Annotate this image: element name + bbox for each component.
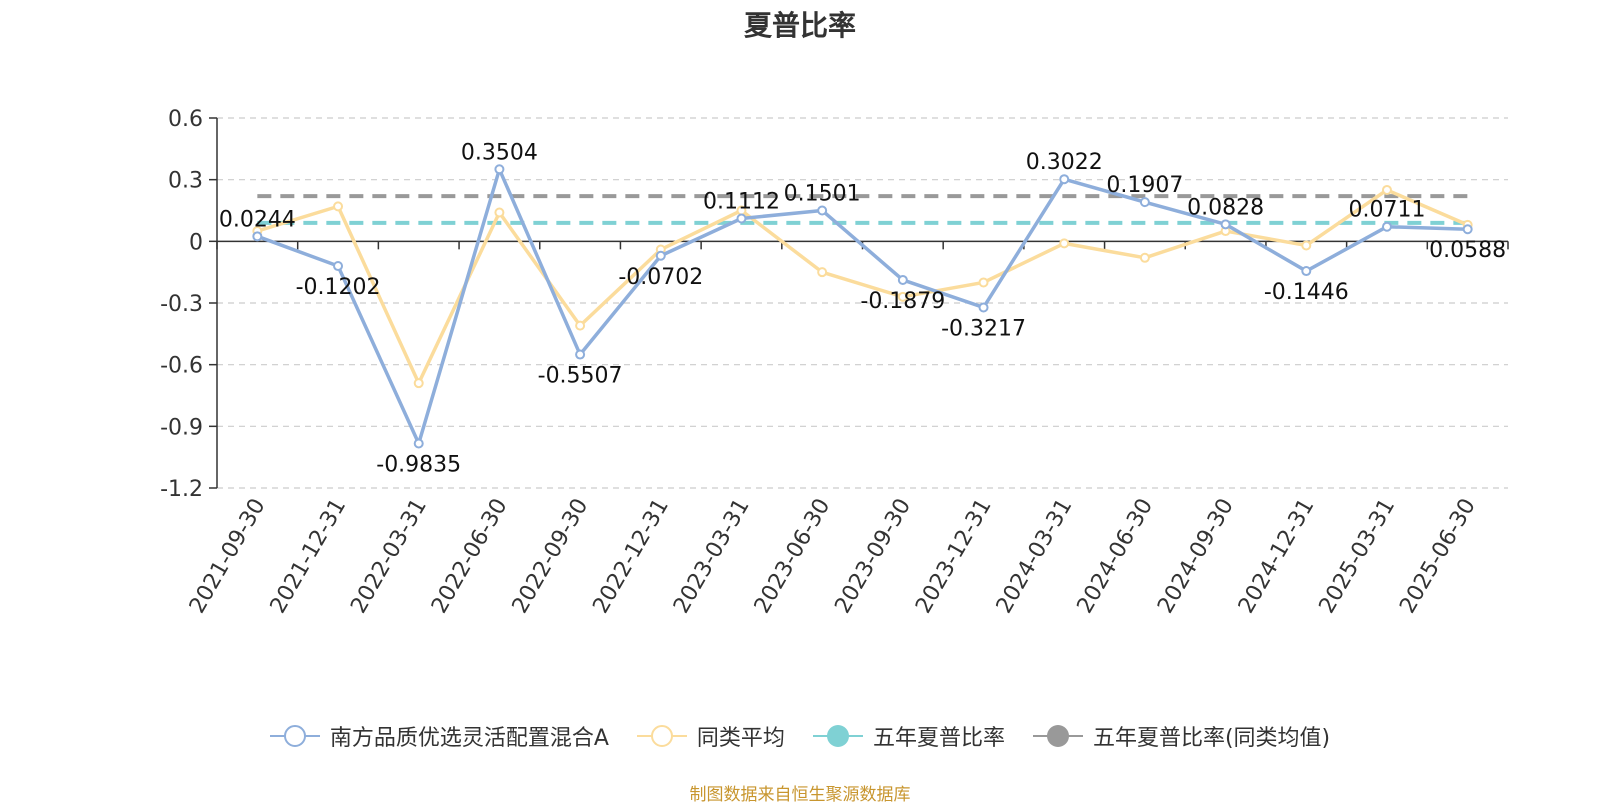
y-tick-label: -0.3 bbox=[160, 292, 203, 317]
fund-data-point bbox=[1462, 224, 1473, 235]
chart-title: 夏普比率 bbox=[743, 9, 856, 42]
legend-item-five-year[interactable]: 五年夏普比率 bbox=[812, 720, 1005, 752]
legend-label-fund: 南方品质优选灵活配置混合A bbox=[329, 726, 609, 751]
fund-data-label: -0.0702 bbox=[618, 265, 703, 290]
x-tick-label: 2024-03-31 bbox=[992, 495, 1078, 618]
y-tick-label: -1.2 bbox=[160, 477, 203, 502]
peer-average-data-point bbox=[1059, 238, 1070, 249]
fund-data-point bbox=[575, 349, 586, 360]
peer-average-data-point bbox=[413, 378, 424, 389]
x-tick-label: 2024-06-30 bbox=[1073, 495, 1159, 618]
fund-data-point bbox=[1139, 197, 1150, 208]
fund-data-point bbox=[1301, 266, 1312, 277]
peer-average-data-point bbox=[1301, 240, 1312, 251]
peer-average-data-point bbox=[978, 277, 989, 288]
fund-data-label: 0.0244 bbox=[219, 207, 296, 232]
fund-data-label: -0.1446 bbox=[1264, 280, 1349, 305]
legend-peer-line-marker-icon bbox=[636, 725, 687, 747]
legend-label-five-year-peer: 五年夏普比率(同类均值) bbox=[1092, 726, 1331, 751]
fund-data-label: 0.0711 bbox=[1348, 198, 1425, 223]
legend-label-five-year: 五年夏普比率 bbox=[872, 726, 1005, 751]
x-tick-label: 2024-09-30 bbox=[1153, 495, 1239, 618]
fund-data-label: -0.1879 bbox=[860, 289, 945, 314]
fund-data-label: -0.5507 bbox=[538, 364, 623, 389]
peer-average-data-point bbox=[817, 267, 828, 278]
legend-five-year-dot-icon bbox=[812, 725, 863, 747]
legend-item-peer-average[interactable]: 同类平均 bbox=[636, 720, 785, 752]
source-note: 制图数据来自恒生聚源数据库 bbox=[689, 785, 911, 805]
fund-data-point bbox=[1220, 219, 1231, 230]
fund-data-point bbox=[817, 205, 828, 216]
fund-data-label: 0.3022 bbox=[1026, 150, 1103, 175]
fund-data-point bbox=[252, 231, 263, 242]
x-tick-label: 2022-12-31 bbox=[588, 495, 674, 618]
peer-average-data-point bbox=[1381, 184, 1392, 195]
fund-data-label: 0.0588 bbox=[1429, 238, 1506, 263]
x-tick-label: 2024-12-31 bbox=[1234, 495, 1320, 618]
fund-data-label: 0.0828 bbox=[1187, 195, 1264, 220]
x-tick-label: 2022-09-30 bbox=[508, 495, 594, 618]
legend-item-five-year-peer[interactable]: 五年夏普比率(同类均值) bbox=[1032, 720, 1331, 752]
fund-data-point bbox=[655, 250, 666, 261]
fund-data-point bbox=[1059, 174, 1070, 185]
legend-item-fund[interactable]: 南方品质优选灵活配置混合A bbox=[269, 720, 609, 752]
peer-average-data-point bbox=[1139, 252, 1150, 263]
fund-data-label: 0.3504 bbox=[461, 140, 538, 165]
fund-data-point bbox=[736, 213, 747, 224]
x-tick-label: 2025-03-31 bbox=[1315, 495, 1401, 618]
x-tick-label: 2023-09-30 bbox=[830, 495, 916, 618]
y-tick-label: 0.6 bbox=[168, 107, 203, 132]
x-tick-label: 2022-06-30 bbox=[427, 495, 513, 618]
fund-data-point bbox=[1381, 221, 1392, 232]
fund-data-label: -0.3217 bbox=[941, 316, 1026, 341]
legend-fund-line-marker-icon bbox=[269, 725, 320, 747]
peer-average-line bbox=[256, 188, 1469, 385]
fund-data-point bbox=[333, 261, 344, 272]
peer-average-data-point bbox=[575, 320, 586, 331]
fund-data-point bbox=[494, 164, 505, 175]
legend-label-peer-average: 同类平均 bbox=[696, 726, 785, 751]
x-tick-label: 2021-09-30 bbox=[185, 495, 271, 618]
y-tick-label: -0.9 bbox=[160, 415, 203, 440]
fund-data-label: -0.9835 bbox=[376, 452, 461, 477]
x-tick-label: 2022-03-31 bbox=[346, 495, 432, 618]
fund-data-point bbox=[897, 274, 908, 285]
fund-data-label: 0.1112 bbox=[703, 189, 780, 214]
fund-data-point bbox=[978, 302, 989, 313]
fund-data-label: 0.1907 bbox=[1106, 173, 1183, 198]
y-tick-label: -0.6 bbox=[160, 354, 203, 379]
legend-five-year-peer-dot-icon bbox=[1032, 725, 1083, 747]
x-tick-label: 2023-12-31 bbox=[911, 495, 997, 618]
fund-sharpe-line bbox=[256, 167, 1468, 446]
peer-average-data-point bbox=[897, 291, 908, 302]
x-tick-label: 2023-03-31 bbox=[669, 495, 755, 618]
y-tick-label: 0 bbox=[189, 230, 203, 255]
x-tick-label: 2021-12-31 bbox=[266, 495, 352, 618]
legend: 南方品质优选灵活配置混合A 同类平均 五年夏普比率 五年夏普比率(同类均值) bbox=[0, 720, 1600, 752]
peer-average-data-point bbox=[494, 207, 505, 218]
x-tick-label: 2025-06-30 bbox=[1395, 495, 1481, 618]
fund-data-label: 0.1501 bbox=[784, 181, 861, 206]
y-tick-label: 0.3 bbox=[168, 169, 203, 194]
fund-data-point bbox=[413, 438, 424, 449]
fund-data-label: -0.1202 bbox=[296, 275, 381, 300]
peer-average-data-point bbox=[333, 201, 344, 212]
x-tick-label: 2023-06-30 bbox=[750, 495, 836, 618]
